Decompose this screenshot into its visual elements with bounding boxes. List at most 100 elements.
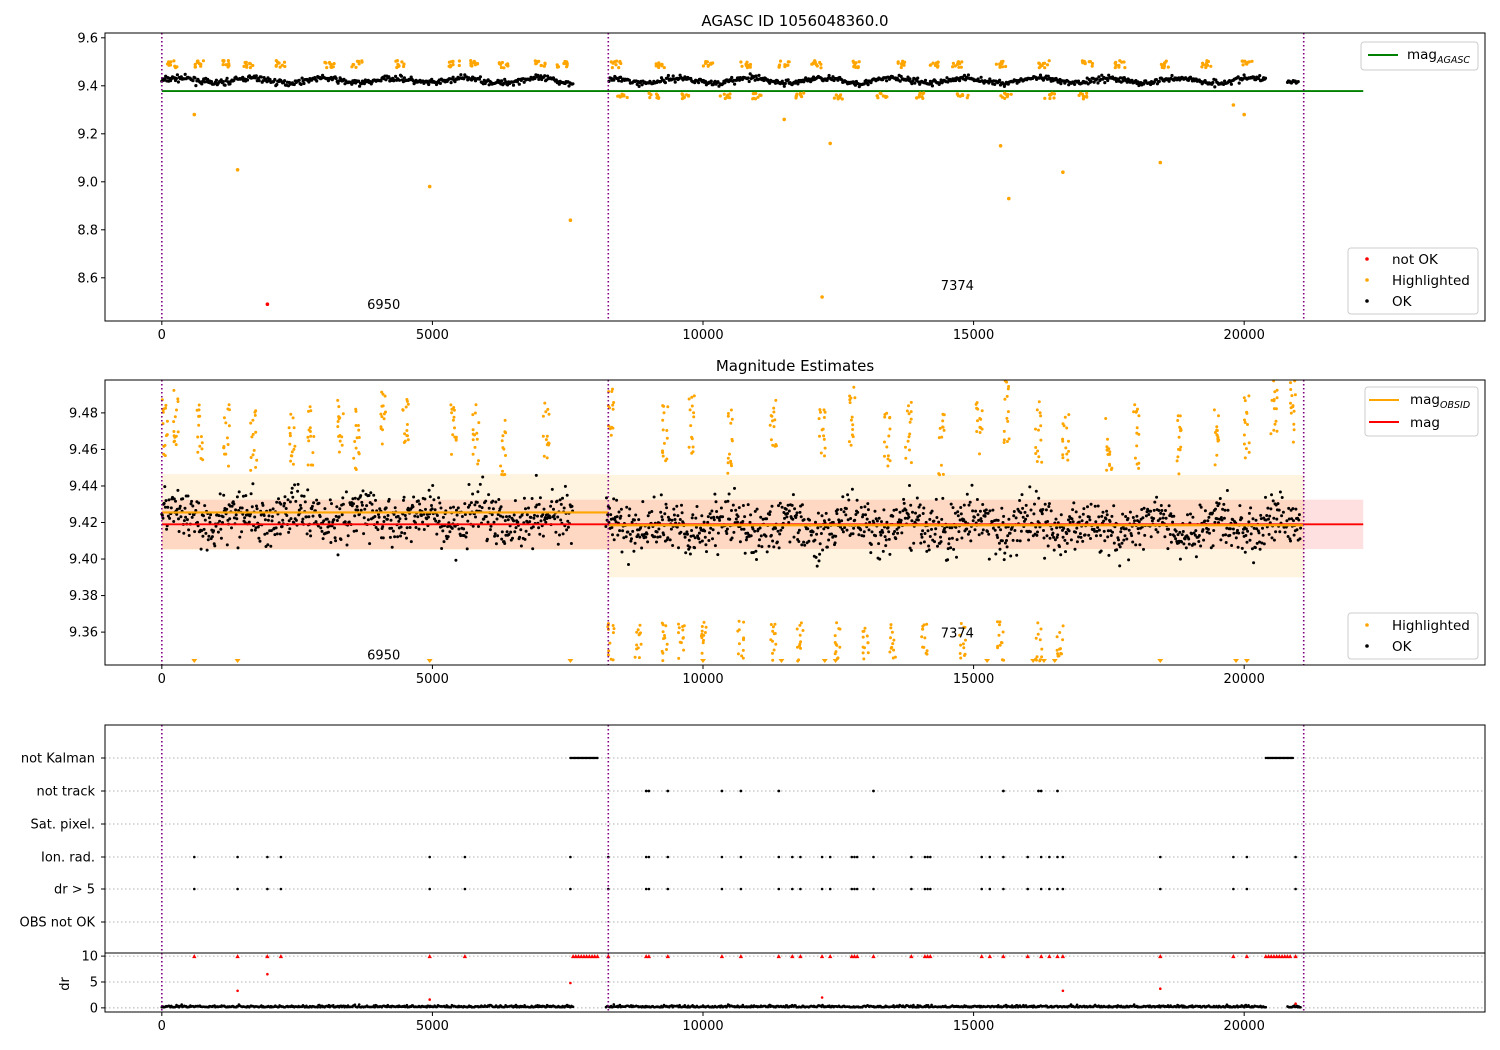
highlighted-point xyxy=(893,655,897,659)
ok-point xyxy=(704,543,708,547)
highlighted-point xyxy=(688,408,692,412)
highlighted-point xyxy=(1178,414,1182,418)
highlighted-outlier xyxy=(1061,170,1065,174)
ok-point xyxy=(482,517,486,521)
highlighted-point xyxy=(546,407,550,411)
ok-point xyxy=(887,530,891,534)
ok-point xyxy=(193,530,197,534)
highlighted-point xyxy=(1005,394,1009,398)
ok-point xyxy=(1052,548,1056,552)
ok-point xyxy=(390,545,394,549)
ok-point xyxy=(512,519,516,523)
ok-point xyxy=(538,532,542,536)
highlighted-point xyxy=(1004,64,1008,69)
ok-point xyxy=(519,528,523,532)
highlighted-point xyxy=(904,456,908,460)
ok-point xyxy=(163,485,167,489)
ok-point xyxy=(1046,520,1050,523)
highlighted-point xyxy=(1275,396,1279,400)
highlighted-point xyxy=(862,657,866,661)
ok-point xyxy=(425,512,429,516)
highlighted-point xyxy=(768,423,772,427)
highlighted-point xyxy=(175,408,178,412)
ok-point xyxy=(1127,528,1131,532)
ok-point xyxy=(934,527,938,531)
ok-point xyxy=(253,515,257,519)
ok-point xyxy=(1046,544,1050,548)
not-kalman-point xyxy=(1291,756,1295,760)
ok-point xyxy=(1197,534,1201,537)
ok-point xyxy=(869,543,873,546)
category-label: OBS not OK xyxy=(20,916,96,931)
highlighted-point xyxy=(274,63,278,68)
highlighted-point xyxy=(502,447,506,451)
highlighted-point xyxy=(951,61,956,65)
highlighted-point xyxy=(887,434,891,438)
ok-point xyxy=(962,518,966,522)
highlighted-point xyxy=(835,643,839,647)
ok-point xyxy=(844,507,848,511)
ok-point xyxy=(1013,529,1017,532)
highlighted-point xyxy=(337,415,341,419)
ok-point xyxy=(1228,533,1232,537)
ok-point xyxy=(352,529,356,533)
highlighted-point xyxy=(1065,426,1069,430)
ok-point xyxy=(1108,520,1112,523)
highlighted-point xyxy=(692,415,696,419)
highlighted-point xyxy=(606,625,610,629)
ok-point xyxy=(1237,531,1241,535)
ok-point xyxy=(1193,542,1197,546)
highlighted-point xyxy=(1179,429,1182,433)
ok-point xyxy=(741,520,745,523)
chart-title-magnitude: Magnitude Estimates xyxy=(716,357,874,375)
ok-point xyxy=(898,79,902,83)
highlighted-point xyxy=(200,447,204,451)
ok-point xyxy=(1073,547,1077,551)
legend-label-mag-obsid: magOBSID xyxy=(1410,392,1470,411)
highlighted-point xyxy=(701,641,705,645)
highlighted-point xyxy=(883,415,887,419)
highlighted-point xyxy=(856,66,860,70)
ok-point xyxy=(316,524,320,528)
highlighted-point xyxy=(469,59,473,63)
ok-point xyxy=(926,529,930,533)
ok-point xyxy=(875,519,879,523)
ok-point xyxy=(635,82,639,86)
highlighted-point xyxy=(647,91,651,95)
highlighted-point xyxy=(745,60,749,64)
ok-point xyxy=(1055,526,1059,530)
highlighted-point xyxy=(699,634,703,638)
ok-point xyxy=(1257,77,1261,81)
ok-point xyxy=(919,532,923,536)
ok-point xyxy=(796,82,800,86)
ion-rad-point xyxy=(926,855,929,859)
ok-point xyxy=(1131,540,1135,544)
ok-point xyxy=(296,489,300,493)
ok-point xyxy=(1107,73,1111,77)
ok-point xyxy=(1000,506,1004,510)
ion-rad-point xyxy=(428,855,432,859)
ok-point xyxy=(308,529,312,533)
highlighted-point xyxy=(1175,459,1179,463)
highlighted-point xyxy=(822,416,826,419)
ok-point xyxy=(182,519,186,523)
ok-point xyxy=(909,503,913,507)
ok-point xyxy=(490,513,494,517)
ok-point xyxy=(1240,516,1244,520)
highlighted-point xyxy=(740,654,744,658)
highlighted-point xyxy=(501,469,504,473)
ok-point xyxy=(327,530,330,534)
ok-point xyxy=(471,524,475,528)
ok-point xyxy=(347,520,351,524)
ok-point xyxy=(214,78,218,82)
highlighted-point xyxy=(729,408,733,412)
highlighted-point xyxy=(1085,94,1089,98)
ok-point xyxy=(640,546,644,550)
ok-point xyxy=(1117,538,1120,542)
ok-point xyxy=(966,73,971,77)
ok-point xyxy=(232,516,236,520)
ok-point xyxy=(356,508,360,512)
highlighted-point xyxy=(998,643,1002,647)
ok-point xyxy=(1294,507,1298,511)
dr-gt5-point xyxy=(855,887,859,891)
